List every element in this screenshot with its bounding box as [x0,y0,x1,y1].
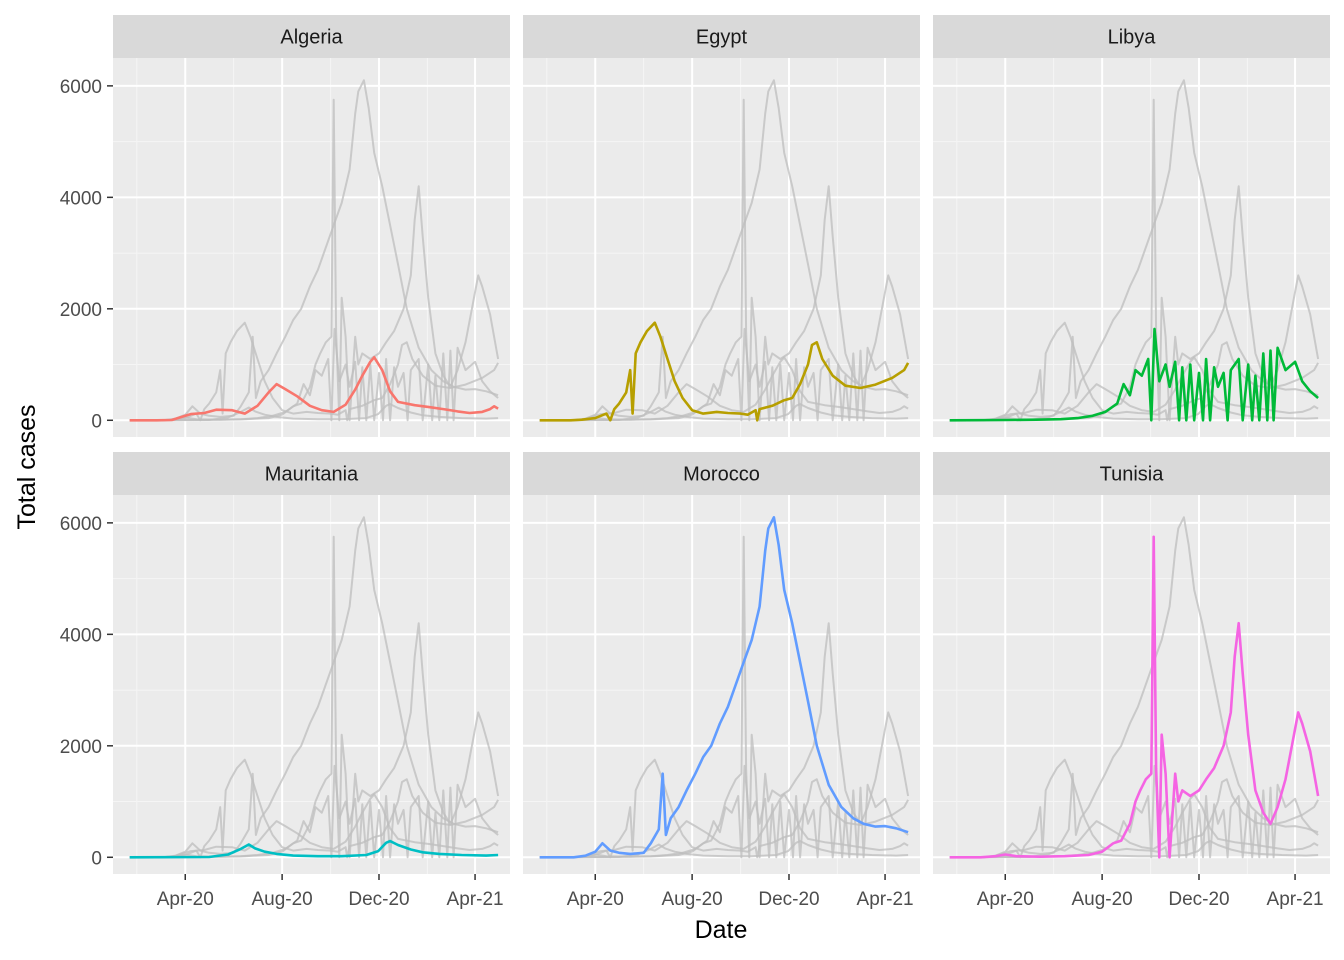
x-axis-title: Date [695,916,748,944]
x-tick-label: Apr-20 [157,889,214,910]
background-series-line [129,764,499,859]
facet-strip-label: Mauritania [265,464,359,486]
background-series-line [129,516,499,859]
panel-algeria: Algeria 0 2000 4000 6000 [60,15,510,437]
y-tick-label: 0 [91,411,102,432]
background-series-line [129,98,500,422]
x-tick-label: Dec-20 [1168,889,1229,910]
background-series-line [949,840,1319,859]
background-series-line [539,764,909,859]
y-tick-label: 4000 [60,625,102,646]
facet-strip [523,15,920,58]
x-tick-label: Dec-20 [348,889,409,910]
x-tick-label: Aug-20 [661,889,722,910]
background-series-line [539,758,909,859]
panel-libya: Libya [933,15,1330,437]
background-series-line [539,403,909,422]
background-series-line [129,403,499,422]
y-tick-label: 6000 [60,77,102,98]
background-series-line [949,764,1319,859]
y-tick-label: 2000 [60,737,102,758]
x-tick-label: Apr-21 [857,889,914,910]
series-line-morocco [539,516,909,859]
y-tick-label: 6000 [60,514,102,535]
panels: Algeria 0 2000 4000 6000 Egypt Libya Mauritania… [60,15,1330,910]
x-tick-label: Dec-20 [758,889,819,910]
x-tick-label: Apr-21 [1267,889,1324,910]
x-tick-label: Apr-20 [977,889,1034,910]
background-series-line [539,840,909,859]
background-series-line [949,516,1319,859]
background-series-line [539,79,909,422]
background-series-line [129,758,499,859]
series-line-tunisia [949,535,1320,859]
facet-strip [523,452,920,495]
facet-strip-label: Algeria [280,27,343,49]
series-line-algeria [129,356,499,422]
series-group [129,516,500,859]
series-line-egypt [539,321,910,422]
panel-tunisia: Tunisia Apr-20 Aug-20 Dec-20 Apr-21 [933,452,1330,910]
x-tick-label: Apr-21 [447,889,504,910]
series-group [539,79,910,422]
series-group [949,516,1320,859]
background-series-line [539,327,909,422]
series-group [129,79,500,422]
x-tick-label: Aug-20 [251,889,312,910]
facet-strip [933,452,1330,495]
facet-strip [933,15,1330,58]
facet-strip-label: Libya [1108,27,1157,49]
facet-strip [113,452,510,495]
facet-strip [113,15,510,58]
background-series-line [129,79,499,422]
facet-strip-label: Egypt [696,27,748,49]
x-tick-label: Aug-20 [1071,889,1132,910]
panel-egypt: Egypt [523,15,920,437]
facet-strip-label: Morocco [683,464,760,486]
y-tick-label: 0 [91,848,102,869]
background-series-line [949,79,1319,422]
x-tick-label: Apr-20 [567,889,624,910]
background-series-line [949,758,1319,859]
series-line-libya [949,327,1319,422]
series-line-mauritania [129,839,499,859]
series-group [949,79,1320,422]
panel-morocco: Morocco Apr-20 Aug-20 Dec-20 Apr-21 [523,452,920,910]
facet-strip-label: Tunisia [1100,464,1165,486]
y-tick-label: 2000 [60,300,102,321]
y-tick-label: 4000 [60,188,102,209]
y-axis-title: Total cases [13,404,41,529]
background-series-line [129,321,499,422]
background-series-line [129,327,499,422]
background-series-line [949,321,1319,422]
series-group [539,516,910,859]
background-series-line [539,98,910,422]
panel-mauritania: Mauritania 0 2000 4000 6000 Apr-20 Aug-20 Dec-2… [60,452,510,910]
